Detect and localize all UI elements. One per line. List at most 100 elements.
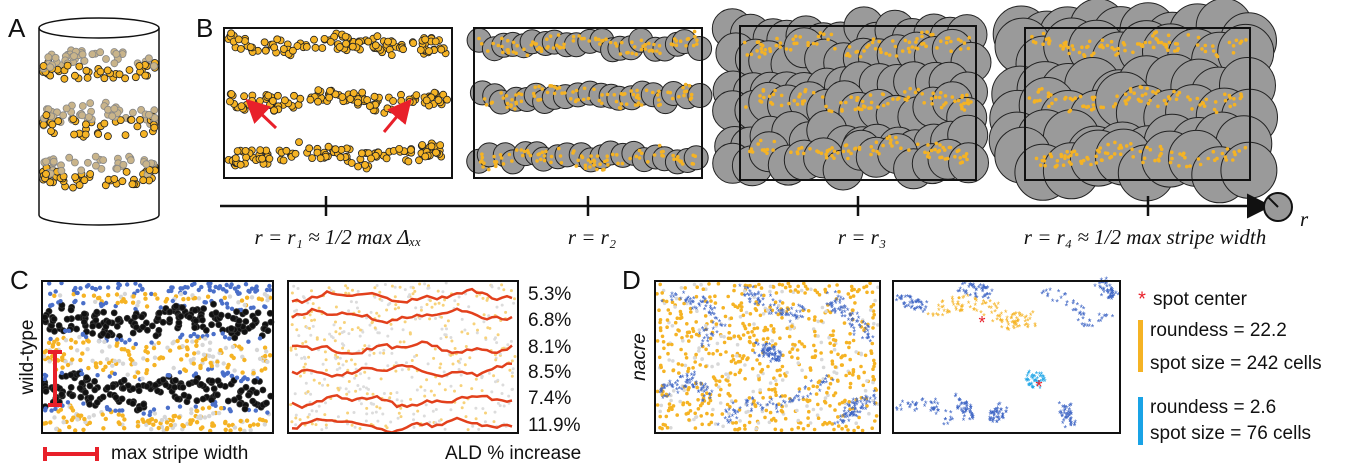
dot	[495, 341, 498, 344]
dot	[1066, 46, 1070, 50]
dot	[143, 161, 150, 168]
dot	[620, 102, 624, 106]
axis-label: r = r₁ ≈ 1/2 max Δₓₓ	[255, 225, 422, 249]
dot	[100, 394, 106, 400]
dot	[385, 309, 388, 312]
cell: *	[944, 415, 948, 425]
dot	[520, 100, 524, 104]
dot	[135, 303, 139, 307]
dot	[460, 374, 463, 377]
dot	[120, 408, 124, 412]
dot	[116, 301, 120, 305]
dot	[667, 308, 671, 312]
dot	[334, 330, 337, 333]
axis-label: r = r₄ ≈ 1/2 max stripe width	[1024, 225, 1266, 249]
dot	[779, 41, 783, 45]
dot	[339, 357, 342, 360]
cell: *	[772, 344, 776, 354]
dot	[366, 103, 373, 110]
dot	[338, 332, 341, 335]
dot	[125, 282, 129, 286]
dot	[1115, 94, 1119, 98]
dot	[1212, 49, 1216, 53]
dot	[409, 398, 412, 401]
dot	[160, 319, 166, 325]
dot	[228, 30, 235, 37]
dot	[636, 93, 640, 97]
dot	[1106, 152, 1110, 156]
dot	[717, 385, 721, 389]
dot	[751, 390, 755, 394]
dot	[365, 407, 368, 410]
dot	[449, 354, 452, 357]
dot	[796, 103, 800, 107]
dot	[47, 359, 51, 363]
dot	[523, 150, 527, 154]
dot	[301, 342, 304, 345]
cell: *	[1019, 311, 1023, 321]
dot	[852, 370, 856, 374]
dot	[699, 414, 703, 418]
dot	[153, 356, 157, 360]
dot	[488, 372, 491, 375]
dot	[81, 319, 87, 325]
cell: *	[847, 316, 851, 326]
dot	[662, 347, 666, 351]
dot	[397, 306, 400, 309]
dot	[1228, 94, 1232, 98]
dot	[1106, 143, 1110, 147]
dot	[820, 319, 824, 323]
dot	[769, 324, 773, 328]
dot	[767, 388, 771, 392]
dot	[313, 379, 316, 382]
dot	[920, 35, 924, 39]
dot	[145, 55, 152, 62]
dot	[94, 309, 100, 315]
dot	[414, 306, 417, 309]
dot	[819, 351, 823, 355]
dot	[1231, 158, 1235, 162]
dot	[743, 377, 747, 381]
dot	[1114, 102, 1118, 106]
dot	[93, 300, 97, 304]
cell: *	[1065, 301, 1069, 311]
dot	[43, 388, 49, 394]
dot	[757, 40, 761, 44]
dot	[412, 292, 415, 295]
dot	[345, 387, 348, 390]
dot	[761, 396, 765, 400]
dot	[499, 91, 503, 95]
cell: *	[767, 310, 771, 320]
dot	[426, 48, 433, 55]
dot	[688, 403, 692, 407]
dot	[944, 157, 948, 161]
dot	[775, 44, 779, 48]
dot	[660, 150, 664, 154]
dot	[61, 420, 65, 424]
dot	[848, 386, 852, 390]
dot	[358, 150, 365, 157]
dot	[385, 38, 392, 45]
dot	[211, 386, 217, 392]
dot	[442, 304, 445, 307]
cell: *	[854, 405, 858, 415]
dot	[198, 364, 202, 368]
dot	[775, 37, 779, 41]
dot	[833, 348, 837, 352]
dot	[66, 154, 73, 161]
dot	[140, 177, 147, 184]
dot	[132, 361, 136, 365]
axis-label: r = r₃	[838, 225, 886, 249]
dot	[316, 336, 319, 339]
dot	[76, 63, 83, 70]
dot	[1157, 41, 1161, 45]
dot	[959, 47, 963, 51]
dot	[1159, 152, 1163, 156]
dot	[86, 366, 90, 370]
dot	[1244, 38, 1248, 42]
dot	[167, 317, 173, 323]
dot	[151, 63, 158, 70]
dot	[315, 98, 322, 105]
dot	[376, 420, 379, 423]
dot	[44, 421, 48, 425]
